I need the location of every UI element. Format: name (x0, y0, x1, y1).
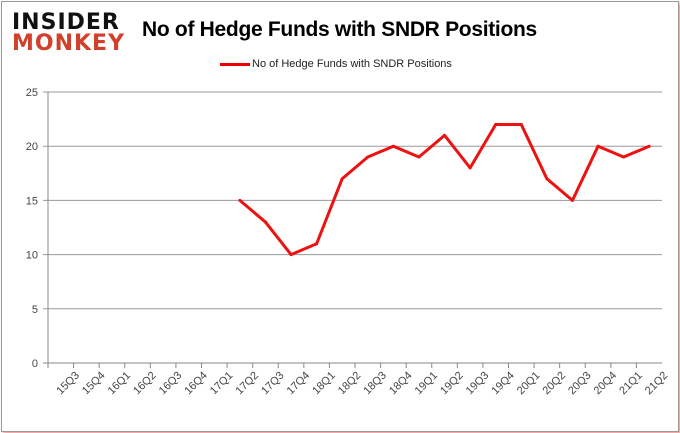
x-tick-label: 19Q2 (438, 370, 466, 398)
data-point (622, 155, 626, 159)
data-point (263, 220, 267, 224)
logo-line1: INSIDER (12, 10, 120, 35)
legend: No of Hedge Funds with SNDR Positions (220, 58, 452, 70)
data-point (417, 155, 421, 159)
x-tick-label: 19Q3 (464, 370, 492, 398)
x-tick-label: 16Q3 (157, 370, 185, 398)
x-tick-label: 17Q1 (208, 370, 236, 398)
x-tick-label: 17Q2 (234, 370, 262, 398)
x-tick-label: 16Q2 (131, 370, 159, 398)
data-point (315, 242, 319, 246)
legend-swatch (220, 62, 250, 66)
data-point (340, 177, 344, 181)
data-point (366, 155, 370, 159)
x-tick-label: 15Q4 (80, 370, 108, 398)
data-point (289, 253, 293, 257)
data-point (647, 144, 651, 148)
y-tick-label: 15 (26, 195, 38, 207)
y-tick-label: 5 (32, 304, 38, 316)
x-tick-label: 15Q3 (54, 370, 82, 398)
x-tick-label: 18Q1 (310, 370, 338, 398)
y-tick-label: 20 (26, 141, 38, 153)
x-tick-label: 17Q3 (259, 370, 287, 398)
legend-label: No of Hedge Funds with SNDR Positions (252, 58, 452, 70)
logo-line2: MONKEY (12, 31, 126, 56)
insider-monkey-logo: INSIDER MONKEY (12, 10, 126, 56)
data-point (238, 198, 242, 202)
x-tick-label: 21Q1 (617, 370, 645, 398)
x-tick-label: 20Q3 (566, 370, 594, 398)
x-tick-label: 17Q4 (285, 370, 313, 398)
data-point (596, 144, 600, 148)
x-tick-label: 21Q2 (643, 370, 671, 398)
y-tick-label: 10 (26, 250, 38, 262)
data-point (545, 177, 549, 181)
x-tick-label: 20Q2 (541, 370, 569, 398)
series-line (238, 123, 650, 257)
x-tick-label: 18Q4 (387, 370, 415, 398)
chart-title: No of Hedge Funds with SNDR Positions (142, 18, 537, 41)
x-tick-label: 19Q4 (489, 370, 517, 398)
y-tick-label: 0 (32, 358, 38, 370)
x-tick-label: 19Q1 (413, 370, 441, 398)
x-tick-label: 20Q1 (515, 370, 543, 398)
x-tick-label: 16Q4 (182, 370, 210, 398)
x-tick-label: 18Q3 (361, 370, 389, 398)
data-point (570, 198, 574, 202)
y-tick-label: 25 (26, 87, 38, 99)
x-tick-label: 20Q4 (592, 370, 620, 398)
data-point (494, 123, 498, 127)
x-tick-label: 16Q1 (106, 370, 134, 398)
x-tick-label: 18Q2 (336, 370, 364, 398)
data-point (519, 123, 523, 127)
data-point (468, 166, 472, 170)
data-point (443, 133, 447, 137)
data-point (391, 144, 395, 148)
